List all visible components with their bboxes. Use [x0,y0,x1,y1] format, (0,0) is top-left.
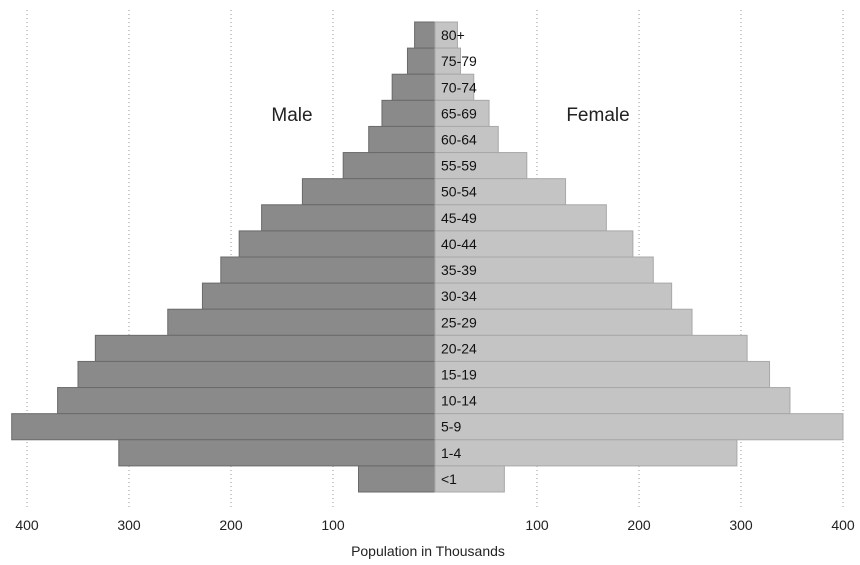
male-bar [381,99,436,127]
age-group-label: 25-29 [441,314,477,330]
female-bar [434,387,791,415]
age-group-label: 15-19 [441,367,477,383]
x-tick-label: 300 [117,517,141,533]
age-group-label: 20-24 [441,340,477,356]
age-group-label: 1-4 [441,445,461,461]
age-group-label: 75-79 [441,53,477,69]
female-bar [434,360,771,389]
x-axis-title: Population in Thousands [351,543,505,559]
male-bar [301,178,436,206]
age-group-label: <1 [441,471,457,487]
age-group-label: 10-14 [441,393,477,409]
male-bar [11,413,436,441]
age-group-label: 55-59 [441,158,477,174]
male-bar [238,230,436,258]
age-group-label: 80+ [441,27,465,43]
x-axis-ticks: 400 300 200 100 100 200 300 400 [15,517,855,533]
male-bar [77,360,436,389]
male-bar [368,125,436,154]
age-group-label: 70-74 [441,79,477,95]
female-bar [434,230,634,258]
age-group-label: 5-9 [441,419,461,435]
bars [11,21,844,493]
age-group-label: 35-39 [441,262,477,278]
age-group-labels: 80+ 75-79 70-74 65-69 60-64 55-59 50-54 45-49 40… [441,27,477,487]
male-bar [261,204,436,232]
age-group-label: 60-64 [441,132,477,148]
age-group-label: 30-34 [441,288,477,304]
age-group-label: 65-69 [441,105,477,121]
male-bar [118,439,436,467]
male-bar [220,256,436,284]
age-group-label: 45-49 [441,210,477,226]
male-bar [406,47,436,75]
age-group-label: 50-54 [441,184,477,200]
male-bar [358,465,436,493]
female-bar [434,282,673,310]
x-tick-label: 100 [525,517,549,533]
female-bar [434,204,607,232]
female-series-label: Female [566,105,629,126]
age-group-label: 40-44 [441,236,477,252]
female-bar [434,413,844,441]
male-bar [94,334,436,362]
male-bar [201,282,436,310]
x-tick-label: 400 [831,517,855,533]
male-bar [414,21,436,49]
female-bar [434,73,475,101]
female-bar [434,439,738,467]
female-bar [434,99,490,127]
female-bar [434,152,528,180]
x-tick-label: 200 [219,517,243,533]
female-bar [434,308,693,336]
x-tick-label: 400 [15,517,39,533]
male-bar [342,152,436,180]
female-bar [434,334,748,362]
male-bar [391,73,436,101]
female-bar [434,465,505,493]
male-series-label: Male [271,105,312,126]
male-bar [57,387,436,415]
female-bar [434,178,567,206]
x-tick-label: 300 [729,517,753,533]
x-tick-label: 100 [321,517,345,533]
x-tick-label: 200 [627,517,651,533]
male-bar [167,308,436,336]
